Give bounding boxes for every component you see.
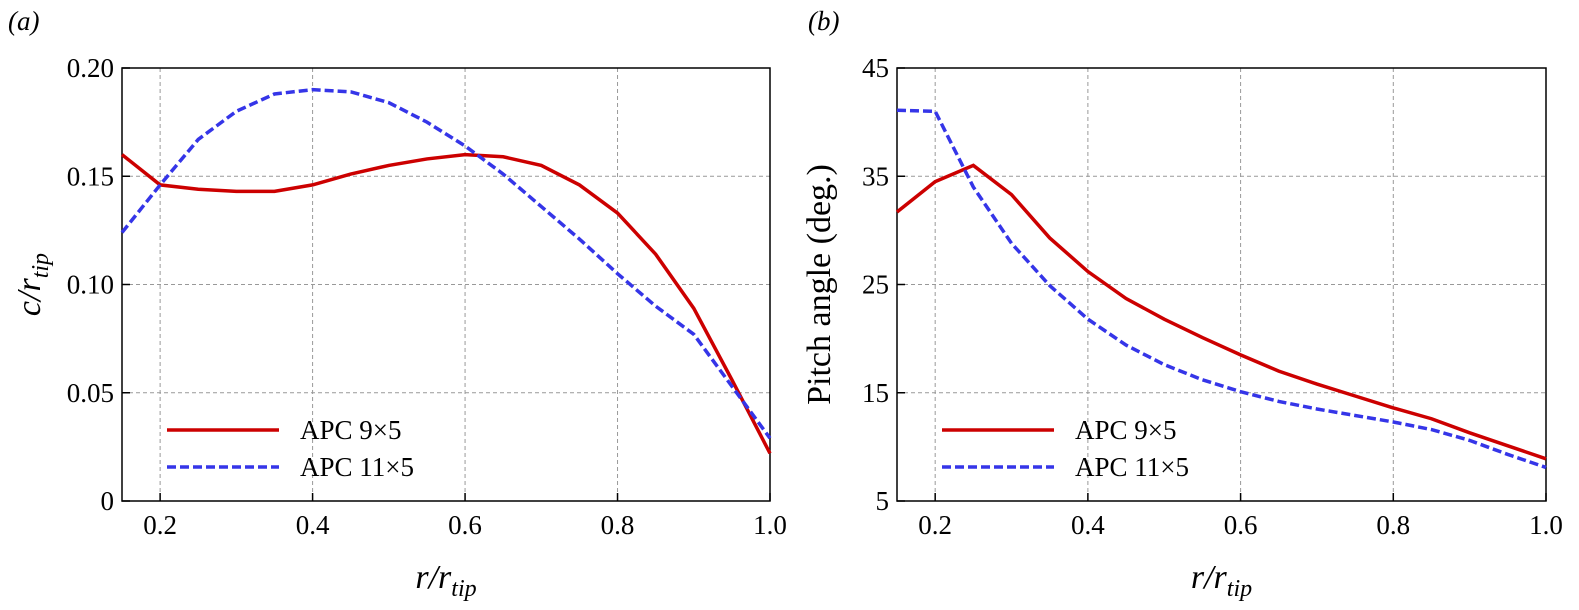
x-tick-label: 0.4 xyxy=(1071,510,1105,540)
y-tick-label: 0.20 xyxy=(67,53,114,83)
series-line xyxy=(895,163,1547,461)
x-tick-label: 0.6 xyxy=(448,510,482,540)
y-axis-label-sub: tip xyxy=(28,253,54,278)
x-axis-label: r/rtip xyxy=(1191,559,1252,602)
y-tick-label: 0.10 xyxy=(67,270,114,300)
y-axis-label-main: c/r xyxy=(11,278,48,317)
x-axis-label-sub: tip xyxy=(451,576,476,602)
y-axis-label-main: Pitch angle (deg.) xyxy=(801,164,838,405)
x-tick-label: 1.0 xyxy=(1529,510,1563,540)
series-line xyxy=(120,87,772,440)
x-axis-label-main: r/r xyxy=(415,559,452,596)
y-tick-label: 0.15 xyxy=(67,161,114,191)
y-tick-label: 35 xyxy=(862,161,889,191)
axes-frame xyxy=(896,67,1547,502)
x-axis-label-main: r/r xyxy=(1191,559,1228,596)
y-tick-label: 5 xyxy=(876,486,890,516)
series-line xyxy=(120,152,772,455)
x-tick-label: 0.8 xyxy=(1376,510,1410,540)
y-tick-label: 45 xyxy=(862,53,889,83)
axes-frame xyxy=(121,67,771,502)
panel-label-text: (b) xyxy=(808,6,839,36)
y-tick-label: 0.05 xyxy=(67,378,114,408)
x-tick-label: 0.6 xyxy=(1224,510,1258,540)
legend-label: APC 9×5 xyxy=(300,415,402,445)
y-tick-label: 25 xyxy=(862,270,889,300)
legend-label: APC 9×5 xyxy=(1075,415,1177,445)
y-axis-label: Pitch angle (deg.) xyxy=(801,164,838,405)
x-tick-label: 0.2 xyxy=(143,510,177,540)
x-axis-label: r/rtip xyxy=(415,559,476,602)
legend-label: APC 11×5 xyxy=(300,452,414,482)
x-axis-label-sub: tip xyxy=(1227,576,1252,602)
panel-label: (a) xyxy=(8,6,39,36)
x-tick-label: 0.8 xyxy=(601,510,635,540)
x-tick-label: 1.0 xyxy=(753,510,787,540)
y-axis-label: c/rtip xyxy=(11,253,54,316)
series-line xyxy=(896,108,1547,470)
x-tick-label: 0.2 xyxy=(918,510,952,540)
panel-label-text: (a) xyxy=(8,6,39,36)
legend-label: APC 11×5 xyxy=(1075,452,1189,482)
x-tick-label: 0.4 xyxy=(296,510,330,540)
y-tick-label: 15 xyxy=(862,378,889,408)
y-tick-label: 0 xyxy=(101,486,115,516)
panel-label: (b) xyxy=(808,6,839,36)
